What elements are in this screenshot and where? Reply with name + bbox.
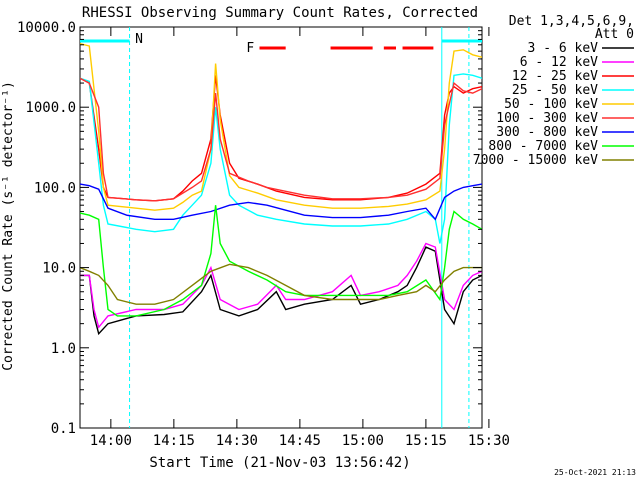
legend-label-4: 25 - 50 keV [512,83,598,98]
night-annotation: N [135,32,143,47]
series-line-8 [80,205,482,317]
y-tick-label: 10000.0 [17,20,76,36]
legend-label-2: 6 - 12 keV [520,55,598,70]
chart-title: RHESSI Observing Summary Count Rates, Co… [82,5,478,21]
series-line-5 [80,43,482,211]
y-tick-label: 10.0 [42,261,76,277]
y-tick-label: 100.0 [34,180,76,196]
x-tick-label: 14:00 [90,433,132,449]
y-axis-label: Corrected Count Rate (s⁻¹ detector⁻¹) [1,81,16,371]
x-axis-label: Start Time (21-Nov-03 13:56:42) [149,455,410,471]
series-line-6 [80,77,482,202]
series-line-1 [80,246,482,336]
y-tick-label: 0.1 [51,421,76,437]
legend-header-line-1: Det 1,3,4,5,6,9, [509,14,634,29]
y-tick-label: 1000.0 [25,100,76,116]
legend-label-1: 3 - 6 keV [528,41,599,56]
series-line-2 [80,242,482,329]
x-tick-label: 14:15 [153,433,195,449]
x-tick-label: 14:30 [216,433,258,449]
series-line-9 [80,263,482,305]
series-line-7 [80,183,482,221]
legend-label-9: 7000 - 15000 keV [473,153,598,168]
y-tick-label: 1.0 [51,341,76,357]
x-axis-ticks: 14:00 14:15 14:30 14:45 15:00 15:15 15:30 [90,27,510,449]
x-tick-label: 15:00 [342,433,384,449]
plot-frame [79,26,483,429]
x-tick-label: 15:30 [468,433,510,449]
legend-label-7: 300 - 800 keV [496,125,598,140]
series-line-3 [80,75,482,202]
x-tick-label: 15:15 [405,433,447,449]
generation-timestamp: 25-Oct-2021 21:13 [554,468,636,477]
plot-area: NF [79,26,483,429]
legend-label-8: 800 - 7000 keV [488,139,598,154]
legend-label-3: 12 - 25 keV [512,69,598,84]
series-line-4 [80,73,482,244]
flare-annotation: F [246,41,254,56]
legend-label-6: 100 - 300 keV [496,111,598,126]
legend-header: Det 1,3,4,5,6,9, Att 0 [509,14,634,42]
legend-label-5: 50 - 100 keV [504,97,598,112]
y-axis-ticks: 0.1 1.0 10.0 100.0 1000.0 10000.0 [17,20,482,437]
x-tick-label: 14:45 [279,433,321,449]
legend-header-line-2: Att 0 [595,27,634,42]
